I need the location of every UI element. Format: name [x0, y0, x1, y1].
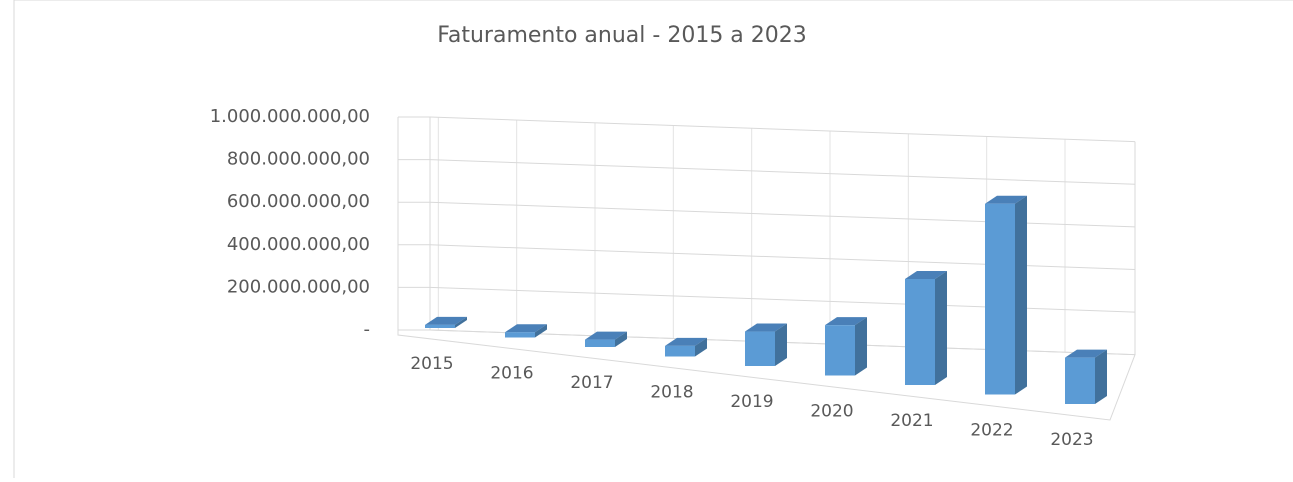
x-tick-label: 2020	[810, 402, 853, 422]
chart-title: Faturamento anual - 2015 a 2023	[437, 23, 807, 48]
bar-top	[425, 316, 467, 325]
bar	[985, 203, 1015, 395]
bar	[745, 331, 775, 366]
grid-line	[398, 329, 1136, 356]
x-tick-label: 2018	[650, 383, 693, 403]
grid-line	[398, 159, 1136, 185]
bar-top	[585, 331, 627, 340]
bar-top	[745, 323, 787, 332]
bar-top	[825, 317, 867, 326]
x-tick-label: 2015	[410, 354, 453, 374]
bar	[665, 345, 695, 357]
x-tick-label: 2023	[1050, 430, 1093, 450]
x-tick-label: 2021	[890, 411, 933, 431]
y-tick-label: 200.000.000,00	[227, 276, 370, 297]
bar-side	[935, 271, 947, 385]
bar	[585, 339, 615, 347]
bar-top	[985, 195, 1027, 204]
bar-side	[535, 324, 547, 338]
bar	[1065, 357, 1095, 404]
bar-side	[695, 337, 707, 357]
bar	[425, 324, 455, 328]
bar	[505, 332, 535, 338]
y-tick-label: 600.000.000,00	[227, 191, 370, 212]
bar-side	[615, 331, 627, 347]
bar-side	[1095, 349, 1107, 404]
x-tick-label: 2019	[730, 392, 773, 412]
bar-top	[905, 271, 947, 279]
x-tick-label: 2017	[570, 373, 613, 393]
y-tick-label: 400.000.000,00	[227, 234, 370, 255]
grid-line	[398, 286, 1136, 313]
bar-side	[455, 316, 467, 328]
grid-line	[398, 244, 1136, 270]
grid-line	[398, 116, 1136, 143]
bar	[905, 279, 935, 385]
bar-side	[1015, 195, 1027, 395]
grid-line	[398, 201, 1136, 228]
x-tick-label: 2022	[970, 421, 1013, 441]
x-tick-label: 2016	[490, 364, 533, 384]
bar-top	[1065, 349, 1107, 358]
y-tick-label: -	[364, 319, 371, 340]
bar-top	[665, 337, 707, 346]
bar-side	[775, 323, 787, 366]
bar-side	[855, 317, 867, 376]
y-tick-label: 800.000.000,00	[227, 149, 370, 170]
bar	[825, 325, 855, 376]
y-tick-label: 1.000.000.000,00	[210, 106, 370, 127]
bar-top	[505, 324, 547, 333]
